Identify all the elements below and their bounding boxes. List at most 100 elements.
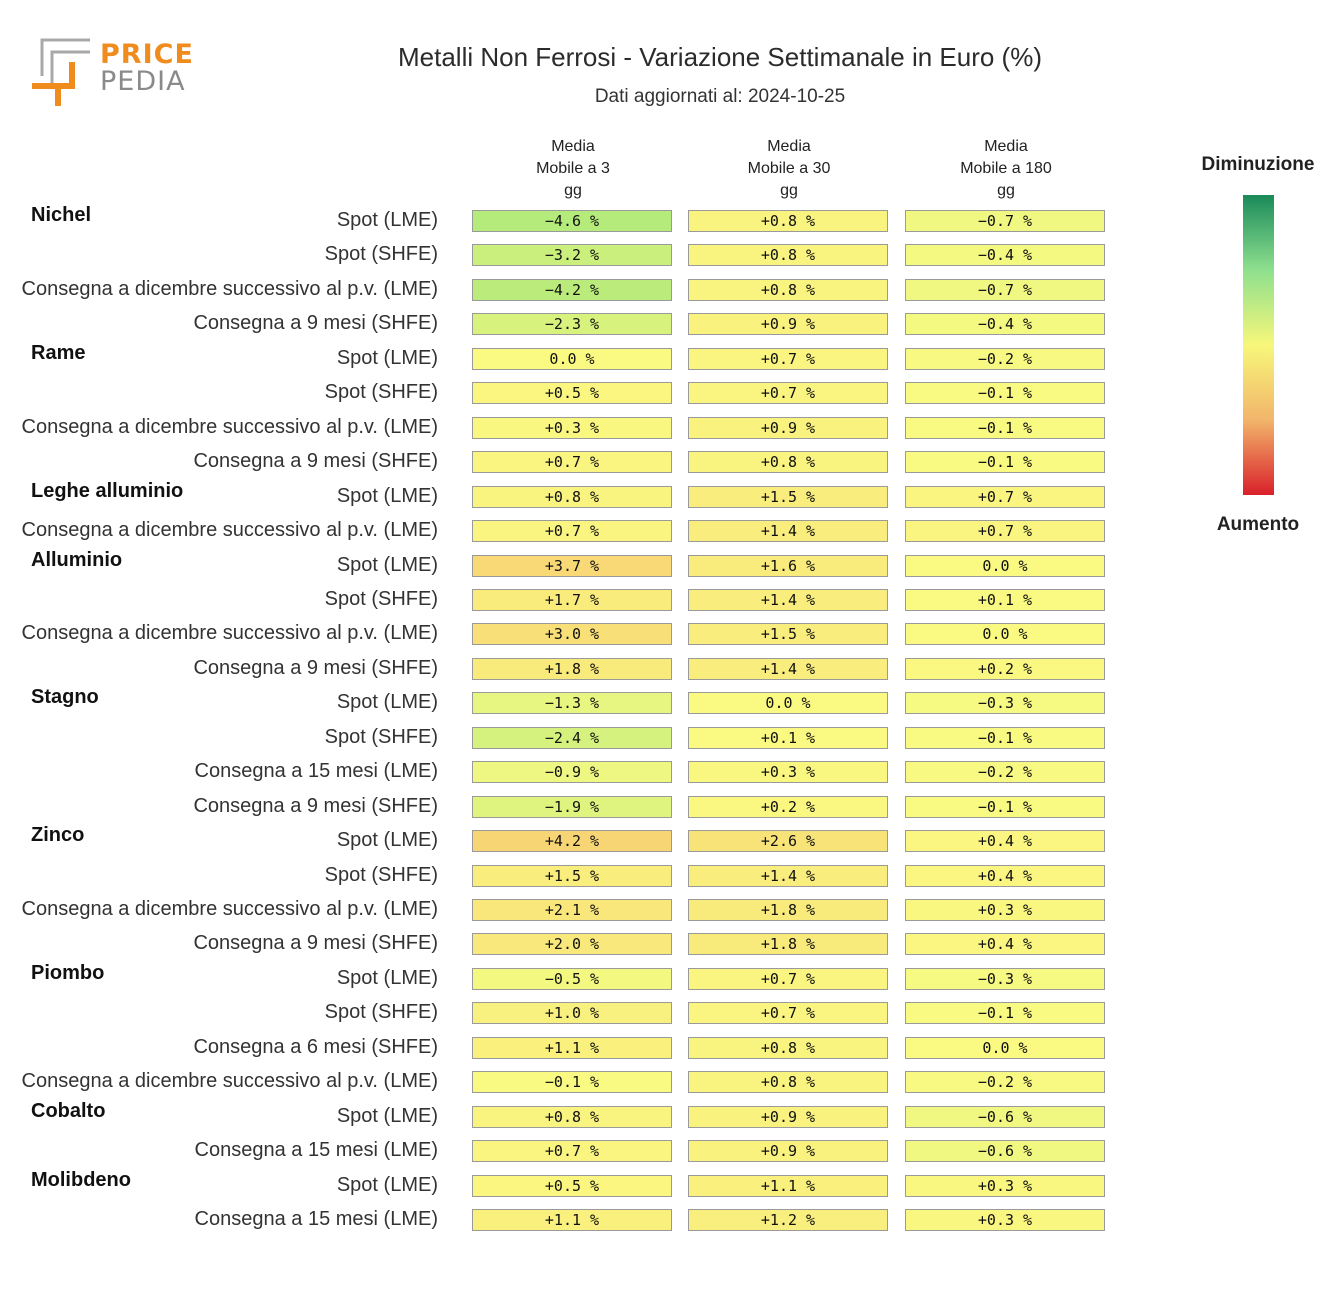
heatmap-cell: −0.2 % [905,1071,1105,1094]
logo-text-price: PRICE [100,39,194,70]
heatmap-cell: +0.9 % [688,1140,888,1163]
group-label: Alluminio [31,548,123,571]
heatmap-cell: +0.9 % [688,1105,888,1128]
group-label: Piombo [31,961,105,984]
heatmap-cell: 0.0 % [905,1036,1105,1059]
chart-subtitle: Dati aggiornati al: 2024-10-25 [594,86,846,107]
heatmap-cell: +0.8 % [688,1036,888,1059]
heatmap-cell: +1.4 % [688,520,888,543]
heatmap-cell: +1.1 % [472,1036,672,1059]
group-label: Rame [31,341,86,364]
heatmap-cell: −0.3 % [905,967,1105,990]
heatmap-cell: −0.1 % [472,1071,672,1094]
heatmap-cell: −4.6 % [472,210,672,232]
heatmap-cell: −0.4 % [905,244,1105,267]
legend-label-top: Diminuzione [1201,154,1315,175]
heatmap-cell: +3.0 % [472,623,672,646]
row-label: Consegna a 15 mesi (LME) [194,1139,438,1162]
heatmap-cell: +0.3 % [472,416,672,439]
heatmap-cell: +0.7 % [472,520,672,543]
heatmap-cell: +1.8 % [688,933,888,956]
heatmap-cell: +0.2 % [688,795,888,818]
heatmap-cell: +3.7 % [472,554,672,577]
heatmap-cell: +0.3 % [905,899,1105,921]
row-label: Spot (LME) [336,1173,438,1196]
heatmap-cell: +0.8 % [688,1071,888,1094]
group-label: Stagno [31,686,99,709]
legend-label-bottom: Aumento [1216,514,1300,535]
row-label: Spot (SHFE) [324,243,438,266]
row-label: Consegna a dicembre successivo al p.v. (… [21,1070,438,1093]
heatmap-cell: +0.1 % [905,588,1105,611]
heatmap-cell: +1.2 % [688,1209,888,1232]
row-label: Consegna a 9 mesi (SHFE) [193,656,438,679]
heatmap-cell: +1.4 % [688,657,888,680]
logo-text-pedia: PEDIA [100,66,186,97]
heatmap-cell: −0.1 % [905,451,1105,474]
legend-colorbar [1243,195,1274,495]
heatmap-cell: +0.7 % [472,1140,672,1163]
heatmap-cell: +0.4 % [905,933,1105,956]
heatmap-cell: +0.8 % [688,278,888,301]
row-label: Consegna a 9 mesi (SHFE) [193,794,438,817]
heatmap-cell: −0.3 % [905,692,1105,715]
row-label: Spot (LME) [336,691,438,714]
column-header-1: Media Mobile a 3 gg [536,138,610,199]
row-label: Consegna a 9 mesi (SHFE) [193,312,438,335]
heatmap-cell: +0.8 % [688,244,888,267]
heatmap-cell: +2.1 % [472,899,672,921]
row-label: Spot (SHFE) [324,587,438,610]
row-label: Consegna a 15 mesi (LME) [194,760,438,783]
row-label: Consegna a dicembre successivo al p.v. (… [21,898,438,920]
heatmap-cell: −0.7 % [905,278,1105,301]
row-label: Spot (SHFE) [324,381,438,404]
heatmap-cell: +0.7 % [905,520,1105,543]
column-header-3: Media Mobile a 180 gg [960,138,1052,199]
row-label: Consegna a dicembre successivo al p.v. (… [21,415,438,438]
heatmap-cell: −0.9 % [472,761,672,784]
heatmap-cell: −4.2 % [472,278,672,301]
row-label: Spot (LME) [336,484,438,507]
heatmap-cell: +1.4 % [688,864,888,887]
heatmap-cell: −0.2 % [905,761,1105,784]
heatmap-cell: 0.0 % [905,554,1105,577]
heatmap-cell: +0.3 % [688,761,888,784]
heatmap-cell: +0.7 % [472,451,672,474]
heatmap-cell: −0.1 % [905,795,1105,818]
row-label: Consegna a dicembre successivo al p.v. (… [21,519,438,542]
heatmap-cell: +0.7 % [688,1002,888,1025]
heatmap-cell: +0.8 % [472,1105,672,1128]
heatmap-cell: −3.2 % [472,244,672,267]
heatmap-cell: −2.4 % [472,726,672,749]
heatmap-cell: +0.4 % [905,830,1105,853]
row-label: Spot (SHFE) [324,1001,438,1024]
heatmap-cell: +4.2 % [472,830,672,853]
heatmap-cell: +1.6 % [688,554,888,577]
heatmap-cell: −2.3 % [472,313,672,336]
heatmap-cell: +2.0 % [472,933,672,956]
heatmap-cell: +1.8 % [688,899,888,921]
heatmap-cell: −0.6 % [905,1140,1105,1163]
heatmap-cell: +1.8 % [472,657,672,680]
heatmap-cell: −0.7 % [905,210,1105,232]
row-label: Spot (SHFE) [324,863,438,886]
heatmap-cell: +0.3 % [905,1174,1105,1197]
row-label: Spot (LME) [336,209,438,231]
heatmap-cell: +0.7 % [905,485,1105,508]
group-label: Zinco [31,824,85,847]
heatmap-cell: +0.7 % [688,347,888,370]
row-label: Consegna a 6 mesi (SHFE) [193,1035,438,1058]
heatmap-cell: +1.1 % [688,1174,888,1197]
heatmap-cell: −0.5 % [472,967,672,990]
logo-mark-icon [32,38,90,106]
group-label: Cobalto [31,1099,106,1122]
heatmap-cell: +0.1 % [688,726,888,749]
heatmap-cell: −1.3 % [472,692,672,715]
heatmap-cell: 0.0 % [688,692,888,715]
heatmap-cell: −0.1 % [905,1002,1105,1025]
heatmap-cell: 0.0 % [472,347,672,370]
heatmap-cell: +2.6 % [688,830,888,853]
heatmap-cell: +1.0 % [472,1002,672,1025]
row-label: Consegna a 9 mesi (SHFE) [193,932,438,955]
heatmap-cell: −1.9 % [472,795,672,818]
